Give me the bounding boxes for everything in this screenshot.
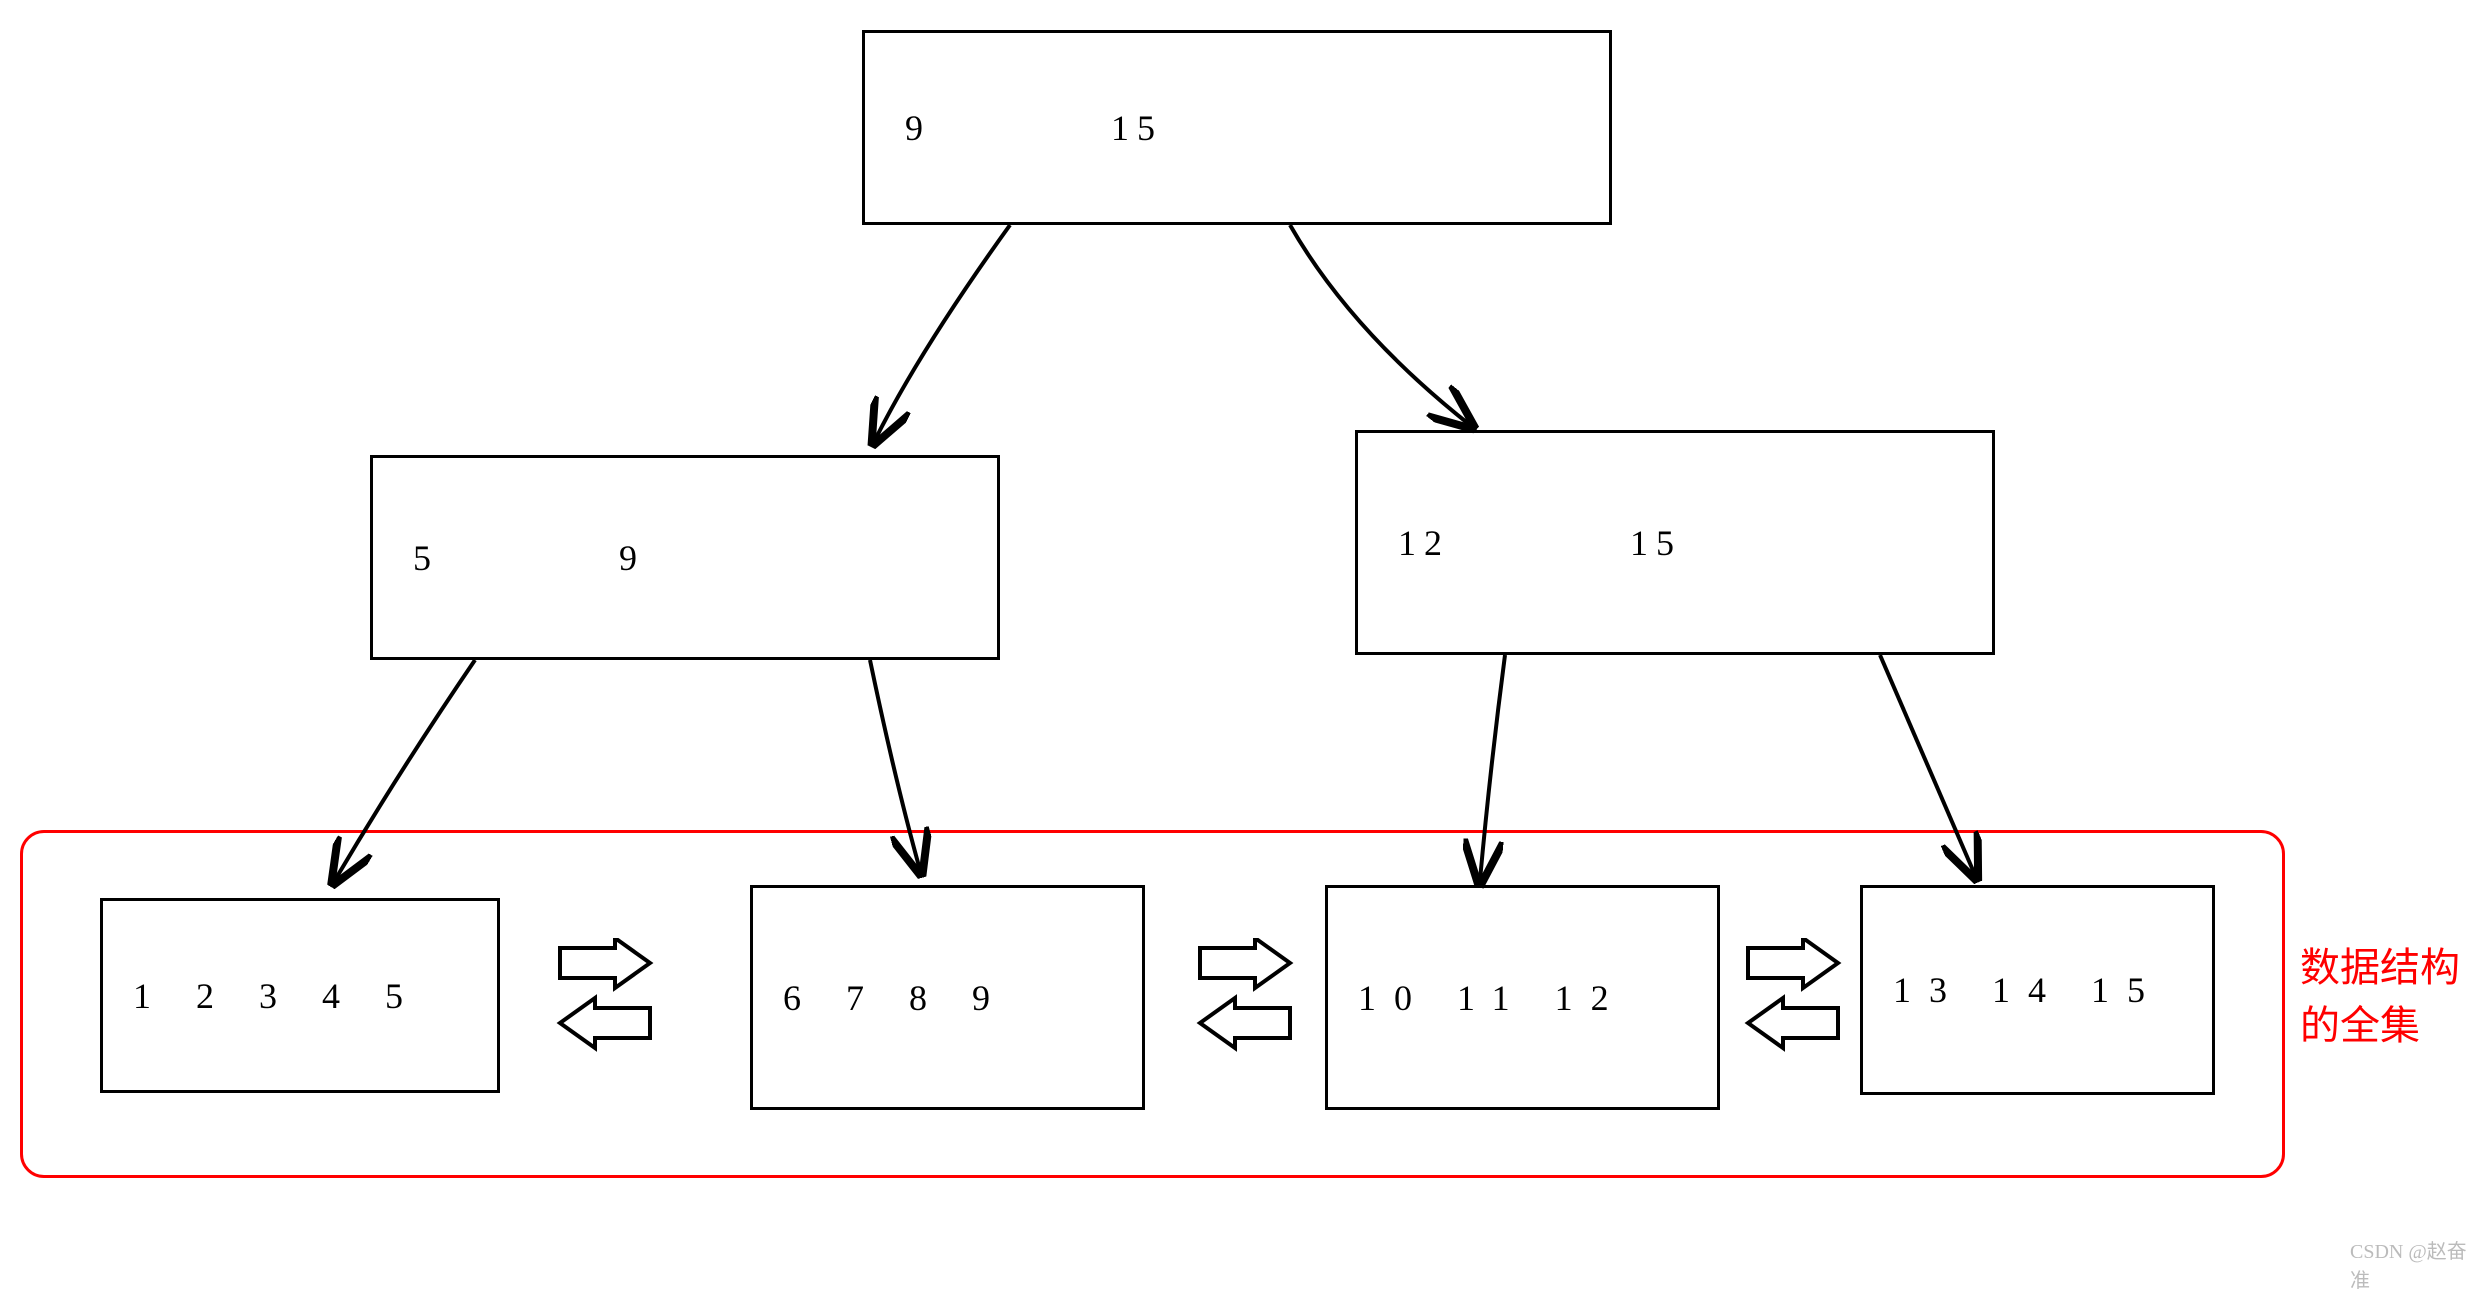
tree-node-root: 9 15 [862, 30, 1612, 225]
tree-node-n1: 5 9 [370, 455, 1000, 660]
node-value: 12 [1398, 522, 1450, 564]
node-value: 15 [1630, 522, 1682, 564]
edge-root-n1 [875, 225, 1010, 440]
leaf-value: 1 2 3 4 5 [133, 975, 421, 1017]
tree-leaf-l1: 1 2 3 4 5 [100, 898, 500, 1093]
double-arrow-3 [1743, 938, 1853, 1058]
node-value: 9 [619, 537, 645, 579]
double-arrow-1 [555, 938, 665, 1058]
edge-root-n2 [1290, 225, 1470, 425]
tree-node-n2: 12 15 [1355, 430, 1995, 655]
label-full-set: 数据结构的全集 [2300, 935, 2481, 1051]
leaf-value: 13 14 15 [1893, 969, 2163, 1011]
node-value: 5 [413, 537, 439, 579]
leaf-value: 10 11 12 [1358, 977, 1627, 1019]
tree-leaf-l2: 6 7 8 9 [750, 885, 1145, 1110]
tree-leaf-l3: 10 11 12 [1325, 885, 1720, 1110]
leaf-value: 6 7 8 9 [783, 977, 1008, 1019]
node-value: 9 [905, 107, 931, 149]
watermark: CSDN @赵奋准 [2350, 1235, 2481, 1293]
tree-leaf-l4: 13 14 15 [1860, 885, 2215, 1095]
node-value: 15 [1111, 107, 1163, 149]
double-arrow-2 [1195, 938, 1305, 1058]
